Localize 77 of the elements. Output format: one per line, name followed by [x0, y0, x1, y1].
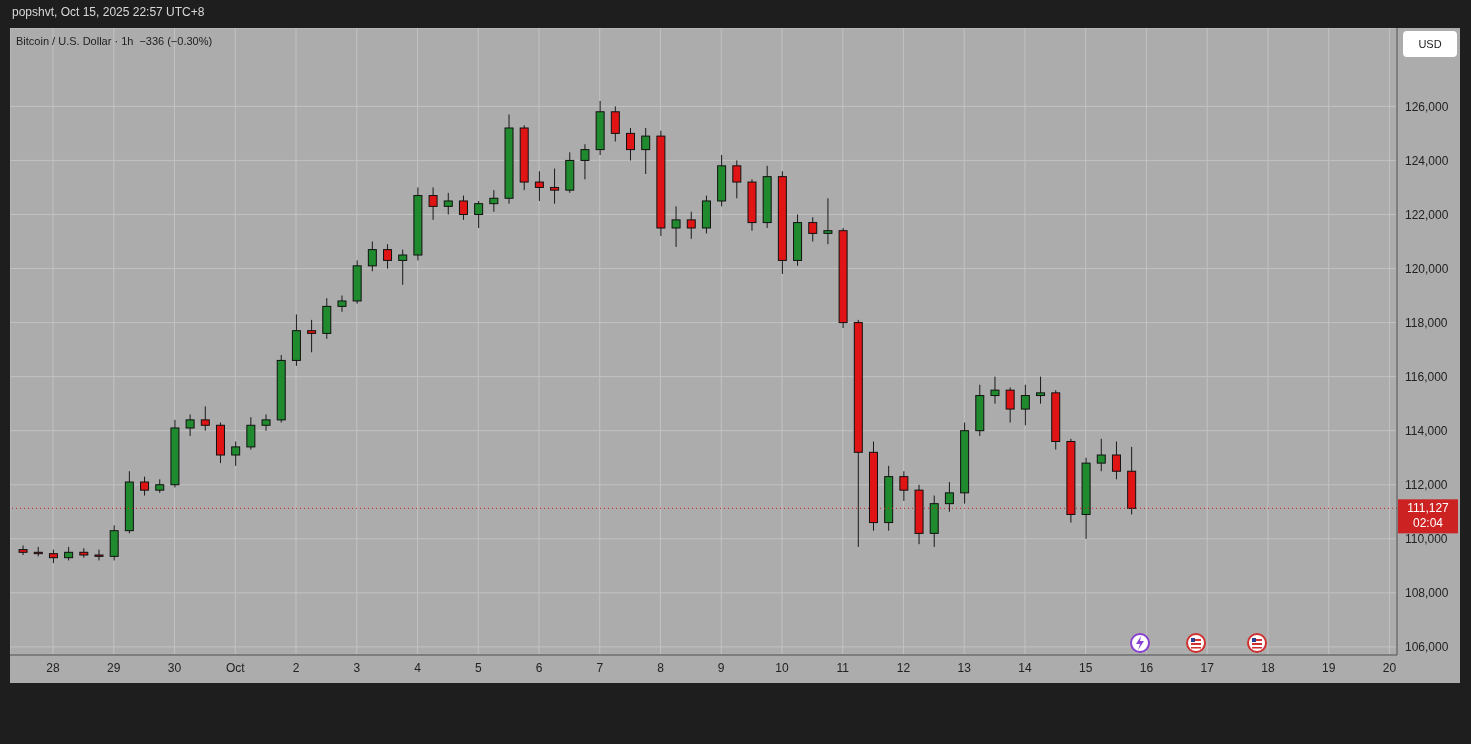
x-tick-label: 15	[1079, 660, 1093, 675]
x-tick-label: 10	[775, 660, 789, 675]
candlestick	[428, 186, 438, 221]
candlestick	[899, 470, 909, 502]
candlestick	[307, 319, 317, 353]
candlestick	[1036, 376, 1046, 405]
candlestick	[1005, 386, 1015, 424]
candlestick	[823, 197, 833, 245]
x-tick-label: 18	[1261, 660, 1275, 675]
candlestick	[458, 195, 468, 221]
ref-line-label: 111,127	[1407, 501, 1450, 516]
candlestick	[641, 127, 651, 175]
y-tick-label: 122,000	[1405, 207, 1449, 222]
x-tick-label: 19	[1321, 660, 1336, 675]
candlestick	[626, 127, 636, 161]
candlestick	[18, 545, 28, 556]
x-tick-label: 20	[1382, 660, 1397, 675]
y-tick-label: 116,000	[1405, 369, 1448, 384]
text: 02:04	[1412, 516, 1444, 531]
text: popshvt, Oct 15, 2025 22:57 UTC+8	[12, 5, 205, 19]
y-tick-label: 110,000	[1405, 532, 1448, 547]
candlestick	[337, 295, 347, 313]
candlestick	[1111, 441, 1121, 480]
y-tick-label: 114,000	[1405, 423, 1448, 438]
candlestick	[474, 200, 484, 229]
candlestick	[610, 105, 620, 143]
x-tick-label: 12	[896, 660, 911, 675]
x-tick-label: 16	[1139, 660, 1154, 675]
x-tick-label: 6	[535, 660, 543, 675]
candlestick	[140, 476, 150, 497]
x-tick-label: 9	[717, 660, 725, 675]
x-tick-label: 2	[292, 660, 300, 675]
candlestick	[534, 170, 544, 202]
candlestick	[383, 243, 393, 270]
candlestick	[1020, 384, 1030, 426]
candlestick	[185, 413, 195, 437]
candlestick	[367, 241, 377, 272]
candlestick	[808, 216, 818, 242]
y-tick-label: 108,000	[1405, 586, 1449, 601]
y-tick-label: 112,000	[1405, 478, 1448, 492]
candlestick	[671, 205, 681, 248]
candlestick	[94, 549, 104, 561]
x-tick-label: 14	[1018, 660, 1032, 675]
text: USD	[1403, 31, 1457, 57]
candlestick	[489, 189, 499, 213]
candlestick	[1096, 438, 1106, 472]
x-tick-label: 17	[1200, 660, 1215, 675]
y-tick-label: 124,000	[1405, 153, 1449, 168]
text: Bitcoin / U.S. Dollar · 1h	[16, 35, 134, 47]
candlestick	[990, 376, 1000, 405]
x-tick-label: 30	[167, 660, 182, 675]
x-tick-label: 3	[353, 660, 361, 675]
candlestick	[944, 481, 954, 513]
x-tick-label: 11	[836, 660, 850, 675]
annotation: −336 (−0.30%)	[139, 35, 213, 47]
candlestick	[686, 211, 696, 240]
x-tick-label: 5	[474, 660, 482, 675]
y-tick-label: 118,000	[1405, 315, 1448, 330]
x-tick-label: 13	[957, 660, 972, 675]
y-tick-label: 120,000	[1405, 261, 1449, 276]
x-tick-label: 28	[46, 660, 61, 675]
x-tick-label: 29	[107, 660, 121, 675]
candlestick	[246, 416, 256, 451]
y-tick-label: 106,000	[1405, 640, 1449, 655]
candlestick	[550, 168, 560, 205]
candlestick	[580, 143, 590, 180]
x-tick-label: 4	[414, 660, 422, 675]
y-tick-label: 126,000	[1405, 99, 1449, 114]
candlestick	[732, 159, 742, 199]
x-tick-label: 7	[596, 660, 604, 675]
candlestick	[231, 441, 241, 467]
candlestick	[200, 405, 210, 432]
candlestick	[398, 249, 408, 286]
candlestick	[443, 192, 453, 215]
x-tick-label: Oct	[225, 660, 246, 675]
candlestick	[261, 413, 271, 432]
x-tick-label: 8	[657, 660, 665, 675]
